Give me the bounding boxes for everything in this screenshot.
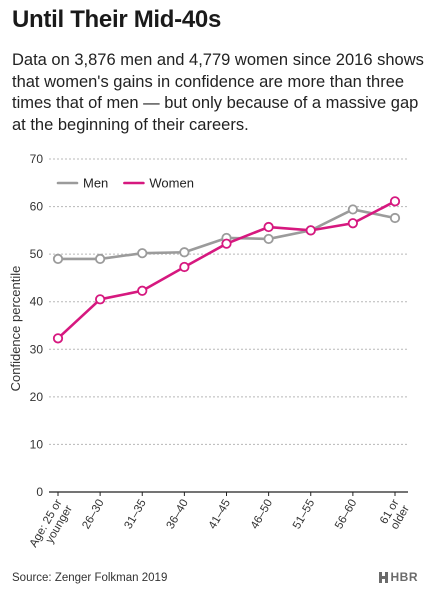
- data-point-women: [263, 221, 274, 233]
- source-note: Source: Zenger Folkman 2019: [12, 572, 168, 584]
- x-tick-label: 46–50: [249, 498, 275, 532]
- data-point-women: [95, 294, 106, 305]
- y-tick-label: 70: [30, 152, 44, 166]
- y-tick-label: 60: [30, 200, 44, 214]
- data-point-men: [179, 247, 190, 258]
- hbr-mark-icon: [378, 571, 388, 583]
- y-tick-label: 30: [30, 342, 44, 356]
- x-tick-label: Age: 25 oryounger: [28, 497, 75, 555]
- y-tick-label: 10: [30, 437, 44, 451]
- y-tick-label: 0: [36, 485, 43, 499]
- data-point-men: [52, 253, 64, 264]
- data-point-men: [389, 212, 401, 224]
- x-tick-label: 31–35: [122, 498, 148, 532]
- y-tick-label: 40: [30, 295, 44, 309]
- x-tick-label: 26–30: [80, 498, 106, 532]
- data-point-women: [137, 285, 148, 296]
- y-tick-label: 20: [30, 390, 44, 404]
- series-line-women: [56, 200, 397, 340]
- data-point-women: [347, 218, 358, 229]
- data-point-men: [137, 248, 148, 259]
- data-point-women: [179, 261, 190, 273]
- data-point-men: [95, 253, 106, 264]
- y-axis-title: Confidence percentile: [8, 266, 23, 392]
- x-tick-label: 41–45: [207, 498, 233, 532]
- legend-label-men: Men: [83, 176, 108, 191]
- x-tick-label: 61 orolder: [378, 497, 412, 532]
- data-point-women: [221, 238, 232, 249]
- legend-label-women: Women: [149, 176, 194, 191]
- data-point-women: [305, 225, 316, 236]
- brand-text: HBR: [390, 570, 418, 584]
- data-point-men: [263, 233, 274, 245]
- chart-subtitle: Data on 3,876 men and 4,779 women since …: [12, 51, 424, 134]
- x-tick-label: 36–40: [165, 498, 191, 532]
- data-point-women: [389, 196, 401, 207]
- data-point-women: [52, 333, 64, 344]
- chart-title: Until Their Mid-40s: [12, 6, 221, 33]
- x-tick-label: 51–55: [291, 498, 317, 532]
- brand-logo: HBR: [378, 570, 419, 584]
- data-point-men: [347, 204, 358, 215]
- x-tick-label: 56–60: [333, 498, 359, 532]
- y-tick-label: 50: [30, 247, 44, 261]
